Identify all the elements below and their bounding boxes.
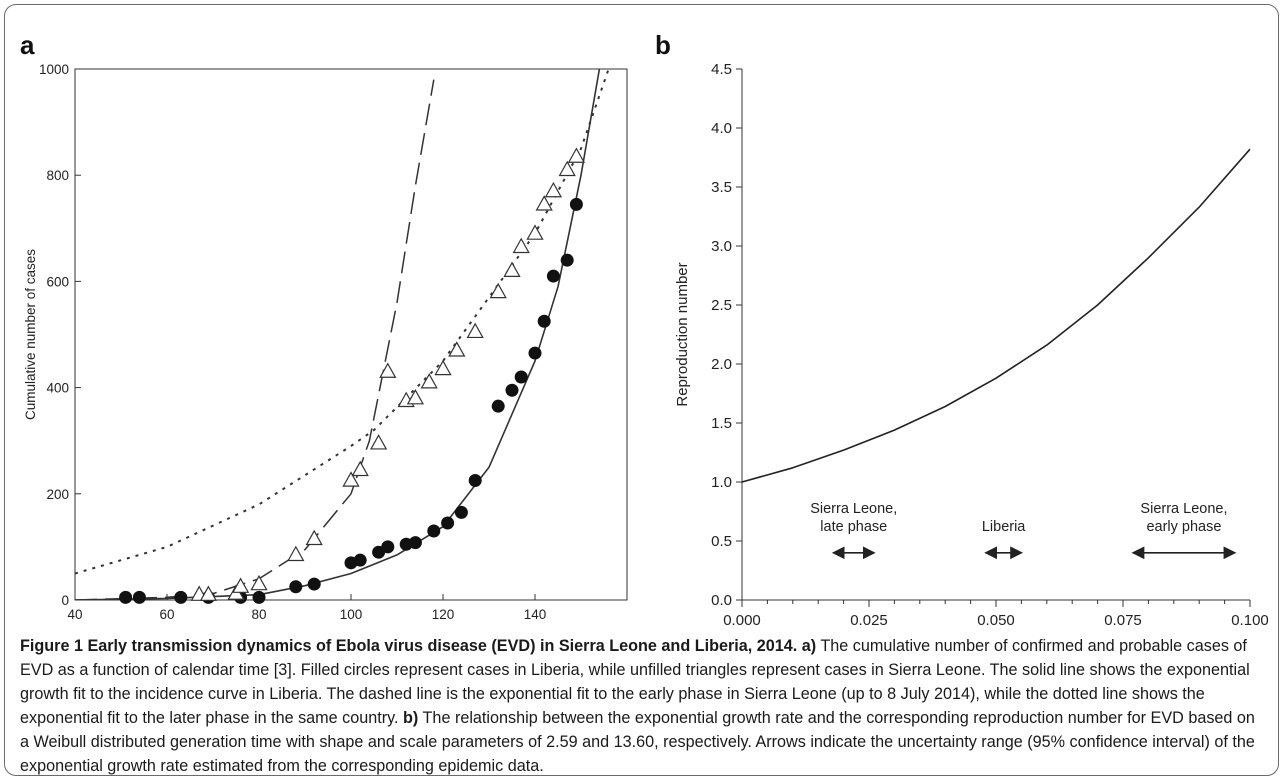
sierra-leone-point xyxy=(503,261,521,277)
x-tick-label-a: 60 xyxy=(159,607,174,622)
liberia-point xyxy=(119,590,133,604)
liberia-point xyxy=(427,524,441,538)
y-tick-label-a: 1000 xyxy=(39,62,69,77)
y-tick-label-b: 1.5 xyxy=(711,415,732,432)
sierra-leone-point xyxy=(351,460,369,477)
sierra-leone-point xyxy=(526,224,544,240)
sierra-leone-point xyxy=(466,322,484,339)
sierra-leone-point xyxy=(567,147,586,163)
x-tick-label-b: 0.075 xyxy=(1104,612,1142,629)
caption-b-label: b) xyxy=(403,709,419,727)
y-tick-label-a: 0 xyxy=(61,593,69,608)
y-tick-label-a: 400 xyxy=(46,381,69,396)
x-tick-label-b: 0.100 xyxy=(1231,612,1269,629)
sierra-leone-point xyxy=(406,388,425,405)
liberia-point xyxy=(569,197,583,211)
panel-a-letter: a xyxy=(20,30,35,60)
interval-label: Liberia xyxy=(982,519,1026,535)
y-tick-label-b: 2.5 xyxy=(711,297,732,314)
sierra-leone-point xyxy=(199,585,218,601)
sierra-leone-point xyxy=(535,195,553,211)
y-tick-label-b: 0.0 xyxy=(711,592,732,609)
liberia-point xyxy=(546,269,560,283)
sierra-leone-point xyxy=(369,434,388,450)
interval-label: Sierra Leone, xyxy=(810,501,897,517)
sierra-leone-point xyxy=(558,160,576,177)
sierra-leone-point xyxy=(379,362,397,378)
sierra-leone-point xyxy=(305,529,323,546)
liberia-point xyxy=(174,590,188,604)
x-tick-label-b: 0.000 xyxy=(723,612,761,629)
caption-a-text: The cumulative number of confirmed and p… xyxy=(20,637,1250,727)
liberia-point xyxy=(307,577,321,591)
y-tick-label-a: 800 xyxy=(46,168,69,183)
caption-b-text: The relationship between the exponential… xyxy=(20,709,1255,775)
liberia-point xyxy=(408,536,422,550)
x-tick-label-b: 0.025 xyxy=(850,612,888,629)
fit-line-dotted xyxy=(75,69,610,575)
y-tick-label-b: 2.0 xyxy=(711,356,732,373)
caption-lead: Figure 1 Early transmission dynamics of … xyxy=(20,637,798,655)
figure-frame xyxy=(4,4,1279,776)
sierra-leone-point xyxy=(287,545,305,562)
y-tick-label-a: 200 xyxy=(46,487,69,502)
liberia-point xyxy=(132,590,146,604)
sierra-leone-point xyxy=(420,373,438,389)
y-tick-label-b: 4.0 xyxy=(711,120,732,137)
liberia-point xyxy=(289,580,303,594)
liberia-point xyxy=(560,253,574,267)
sierra-leone-point xyxy=(250,574,268,591)
sierra-leone-point xyxy=(434,359,452,376)
fit-line-dashed xyxy=(75,79,435,600)
sierra-leone-point xyxy=(489,282,507,299)
x-tick-label-a: 140 xyxy=(524,607,547,622)
y-tick-label-b: 4.5 xyxy=(711,61,732,78)
panel-b-letter: b xyxy=(655,30,671,60)
caption-a-label: a) xyxy=(801,637,817,655)
liberia-point xyxy=(353,553,367,567)
x-tick-label-a: 120 xyxy=(432,607,455,622)
y-axis-label-a: Cumulative number of cases xyxy=(23,249,38,420)
liberia-point xyxy=(537,314,551,328)
sierra-leone-point xyxy=(342,471,360,487)
interval-label: late phase xyxy=(820,519,887,535)
x-tick-label-b: 0.050 xyxy=(977,612,1015,629)
sierra-leone-point xyxy=(544,181,563,198)
reproduction-curve xyxy=(741,148,1251,483)
liberia-point xyxy=(441,516,455,530)
y-tick-label-b: 3.5 xyxy=(711,179,732,196)
chart-a-cumulative-cases: 40608010012014002004006008001000Time (da… xyxy=(23,62,628,622)
y-tick-label-b: 3.0 xyxy=(711,238,732,255)
y-tick-label-b: 1.0 xyxy=(711,474,732,491)
liberia-point xyxy=(491,399,505,413)
figure-caption: Figure 1 Early transmission dynamics of … xyxy=(20,634,1265,778)
liberia-point xyxy=(528,346,542,360)
liberia-point xyxy=(454,505,468,519)
liberia-point xyxy=(468,474,482,488)
liberia-point xyxy=(514,370,528,384)
liberia-point xyxy=(252,590,266,604)
x-tick-label-a: 40 xyxy=(67,607,82,622)
y-tick-label-a: 600 xyxy=(46,274,69,289)
x-tick-label-a: 80 xyxy=(251,607,266,622)
y-tick-label-b: 0.5 xyxy=(711,533,732,550)
x-tick-label-a: 100 xyxy=(340,607,363,622)
interval-label: early phase xyxy=(1146,519,1221,535)
sierra-leone-point xyxy=(512,237,530,254)
sierra-leone-point xyxy=(448,341,466,357)
interval-label: Sierra Leone, xyxy=(1140,501,1227,517)
liberia-point xyxy=(381,540,395,554)
chart-b-reproduction-number: 0.000 0.025 0.050 0.075 0.100 0.0 0.5 1.0 1.5 2.0… xyxy=(674,61,1269,629)
y-axis-label-b: Reproduction number xyxy=(674,262,691,406)
sierra-leone-point xyxy=(231,577,250,593)
liberia-point xyxy=(505,383,519,397)
